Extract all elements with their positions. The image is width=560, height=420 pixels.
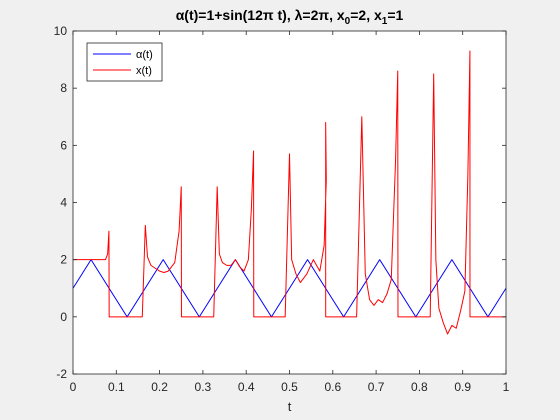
x-tick-label: 0.2 xyxy=(151,380,168,394)
x-tick-label: 0.4 xyxy=(238,380,255,394)
x-tick-label: 0.1 xyxy=(108,380,125,394)
x-tick-label: 0.5 xyxy=(281,380,298,394)
x-tick-label: 0.3 xyxy=(195,380,212,394)
x-tick-label: 1 xyxy=(503,380,510,394)
x-tick-label: 0.8 xyxy=(411,380,428,394)
y-tick-label: 0 xyxy=(60,310,67,324)
x-tick-label: 0.6 xyxy=(324,380,341,394)
y-tick-label: -2 xyxy=(56,367,67,381)
plot-area: 0 0.1 0.2 0.3 0.4 0.5 0.6 0.7 0.8 0.9 1-20246810tα… xyxy=(54,7,510,414)
legend-box xyxy=(86,42,163,82)
y-tick-label: 4 xyxy=(60,196,67,210)
series-group xyxy=(73,50,506,335)
y-tick-label: 2 xyxy=(60,253,67,267)
legend-label: x(t) xyxy=(136,65,152,77)
x-tick-label: 0.9 xyxy=(454,380,471,394)
chart-title: α(t)=1+sin(12π t), λ=2π, x0=2, x1=1 xyxy=(176,7,404,27)
series-line-alpha xyxy=(73,259,506,318)
axes-background xyxy=(73,31,506,374)
x-axis-label: t xyxy=(288,399,292,414)
series-line-x xyxy=(73,50,506,335)
x-tick-label: 0 xyxy=(70,380,77,394)
y-tick-label: 6 xyxy=(60,138,67,152)
legend: α(t) x(t) xyxy=(86,42,163,82)
y-tick-label: 10 xyxy=(54,24,68,38)
legend-label: α(t) xyxy=(136,49,153,61)
y-tick-label: 8 xyxy=(60,81,67,95)
x-tick-label: 0.7 xyxy=(368,380,385,394)
